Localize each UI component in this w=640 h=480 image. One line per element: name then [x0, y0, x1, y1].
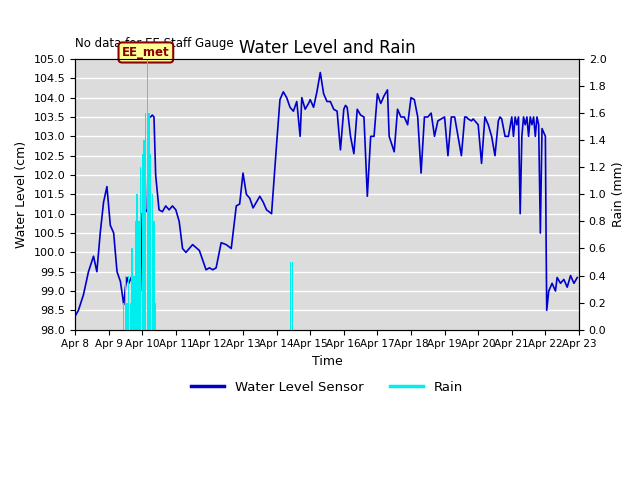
Text: No data for EE Staff Gauge: No data for EE Staff Gauge	[75, 37, 234, 50]
Bar	[127, 302, 128, 330]
Bar	[150, 154, 151, 330]
Bar	[290, 262, 291, 330]
Title: Water Level and Rain: Water Level and Rain	[239, 39, 415, 58]
X-axis label: Time: Time	[312, 355, 342, 368]
Bar	[138, 221, 140, 330]
Bar	[152, 194, 153, 330]
Bar	[133, 276, 134, 330]
Bar	[153, 221, 155, 330]
Bar	[143, 140, 145, 330]
Bar	[155, 302, 156, 330]
Bar	[123, 302, 124, 330]
Legend: Water Level Sensor, Rain: Water Level Sensor, Rain	[186, 375, 468, 399]
Y-axis label: Rain (mm): Rain (mm)	[612, 162, 625, 227]
Bar	[140, 167, 141, 330]
Bar	[141, 154, 143, 330]
Text: EE_met: EE_met	[122, 46, 170, 59]
Y-axis label: Water Level (cm): Water Level (cm)	[15, 141, 28, 248]
Bar	[135, 221, 136, 330]
Bar	[148, 113, 150, 330]
Bar	[136, 194, 138, 330]
Bar	[147, 59, 148, 330]
Bar	[130, 302, 131, 330]
Bar	[128, 276, 129, 330]
Bar	[292, 262, 293, 330]
Bar	[145, 113, 147, 330]
Bar	[131, 249, 133, 330]
Bar	[125, 276, 126, 330]
